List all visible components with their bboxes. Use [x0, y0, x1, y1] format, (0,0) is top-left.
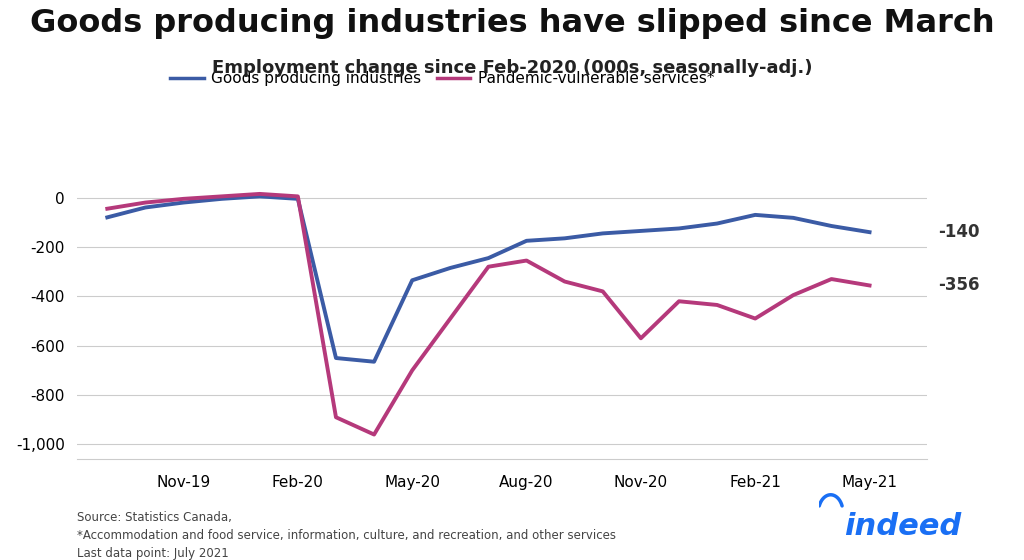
Text: Goods producing industries have slipped since March: Goods producing industries have slipped … [30, 8, 994, 39]
Legend: Goods producing industries, Pandemic-vulnerable services*: Goods producing industries, Pandemic-vul… [164, 65, 721, 92]
Text: -140: -140 [938, 223, 979, 241]
Text: Employment change since Feb-2020 (000s, seasonally-adj.): Employment change since Feb-2020 (000s, … [212, 59, 812, 77]
Text: indeed: indeed [844, 512, 962, 541]
Text: Source: Statistics Canada,
*Accommodation and food service, information, culture: Source: Statistics Canada, *Accommodatio… [77, 511, 615, 560]
Text: -356: -356 [938, 277, 979, 295]
